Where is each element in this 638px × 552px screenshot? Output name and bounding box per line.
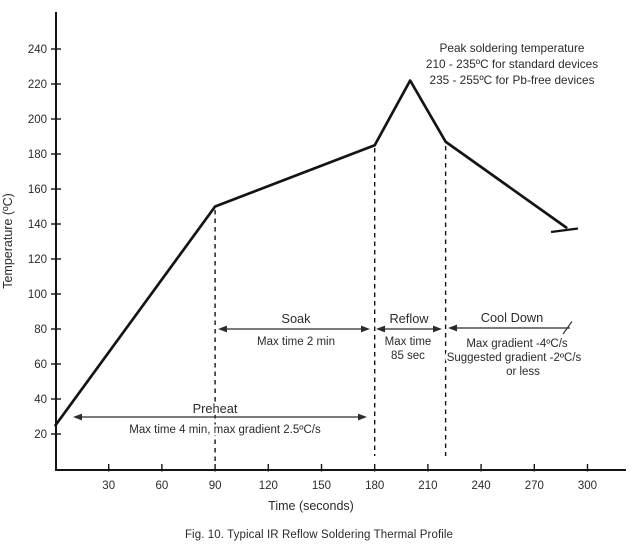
arrowhead [448, 324, 457, 332]
y-tick-label: 220 [28, 79, 47, 91]
x-tick-label: 210 [418, 480, 437, 492]
x-tick-label: 300 [578, 480, 597, 492]
y-tick-label: 200 [28, 114, 47, 126]
y-tick-label: 80 [34, 324, 47, 336]
x-tick-label: 150 [312, 480, 331, 492]
arrowhead [218, 325, 227, 333]
y-tick-label: 160 [28, 184, 47, 196]
x-tick-label: 90 [209, 480, 222, 492]
phase-detail-soak: Max time 2 min [257, 336, 335, 348]
phase-detail-reflow: Max time [385, 336, 432, 348]
peak-note-line: 235 - 255ºC for Pb-free devices [430, 73, 595, 87]
phase-annotation-cooldown: Cool Down Max gradient -4ºC/s Suggested gr… [445, 308, 584, 380]
y-tick-label: 140 [28, 219, 47, 231]
arrow-continuation-slash [562, 321, 573, 335]
phase-detail-reflow: 85 sec [391, 350, 425, 362]
figure-caption: Fig. 10. Typical IR Reflow Soldering The… [184, 529, 454, 541]
phase-annotation-reflow: Reflow Max time 85 sec [376, 309, 442, 364]
phase-detail-cooldown: or less [506, 366, 540, 378]
peak-note-line: 210 - 235ºC for standard devices [426, 57, 598, 71]
x-tick-label: 60 [155, 480, 168, 492]
phase-annotation-preheat: Preheat Max time 4 min, max gradient 2.5º… [73, 399, 367, 438]
x-tick-label: 180 [365, 480, 384, 492]
arrowhead [361, 325, 370, 333]
arrowhead [376, 325, 385, 333]
phase-annotation-soak: Soak Max time 2 min [218, 309, 370, 350]
x-axis-title: Time (seconds) [268, 499, 354, 513]
y-tick-label: 120 [28, 254, 47, 266]
profile-line [54, 79, 568, 427]
peak-temperature-note: Peak soldering temperature 210 - 235ºC fo… [424, 39, 600, 89]
x-tick-label: 120 [259, 480, 278, 492]
y-axis-title: Temperature (ºC) [1, 193, 15, 289]
x-tick-label: 270 [525, 480, 544, 492]
phase-label-reflow: Reflow [389, 311, 429, 326]
phase-detail-preheat: Max time 4 min, max gradient 2.5ºC/s [129, 424, 321, 436]
y-tick-label: 180 [28, 149, 47, 161]
phase-label-cooldown: Cool Down [481, 310, 544, 325]
phase-label-preheat: Preheat [193, 401, 238, 416]
profile-continuation-mark [550, 227, 579, 234]
x-tick-label: 240 [471, 480, 490, 492]
phase-detail-cooldown: Suggested gradient -2ºC/s [447, 352, 582, 364]
phase-label-soak: Soak [281, 311, 311, 326]
arrowhead [433, 325, 442, 333]
y-tick-label: 240 [28, 44, 47, 56]
arrowhead [73, 413, 82, 421]
arrowhead [358, 413, 367, 421]
x-tick-label: 30 [102, 480, 115, 492]
phase-detail-cooldown: Max gradient -4ºC/s [466, 338, 568, 350]
peak-note-line: Peak soldering temperature [440, 41, 585, 55]
y-tick-label: 20 [34, 429, 47, 441]
y-tick-label: 40 [34, 394, 47, 406]
y-tick-label: 60 [34, 359, 47, 371]
thermal-profile-chart: 30 60 90 120 150 180 210 240 270 300 20 40 60 80 100 12… [0, 12, 626, 515]
y-tick-label: 100 [28, 289, 47, 301]
